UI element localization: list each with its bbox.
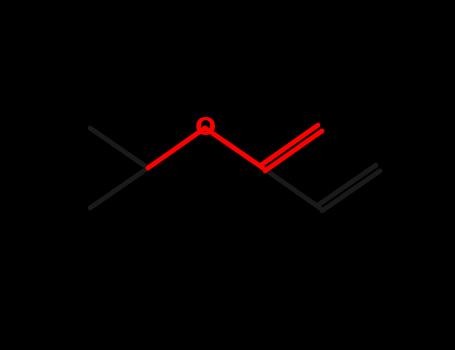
Text: O: O [194,116,216,140]
